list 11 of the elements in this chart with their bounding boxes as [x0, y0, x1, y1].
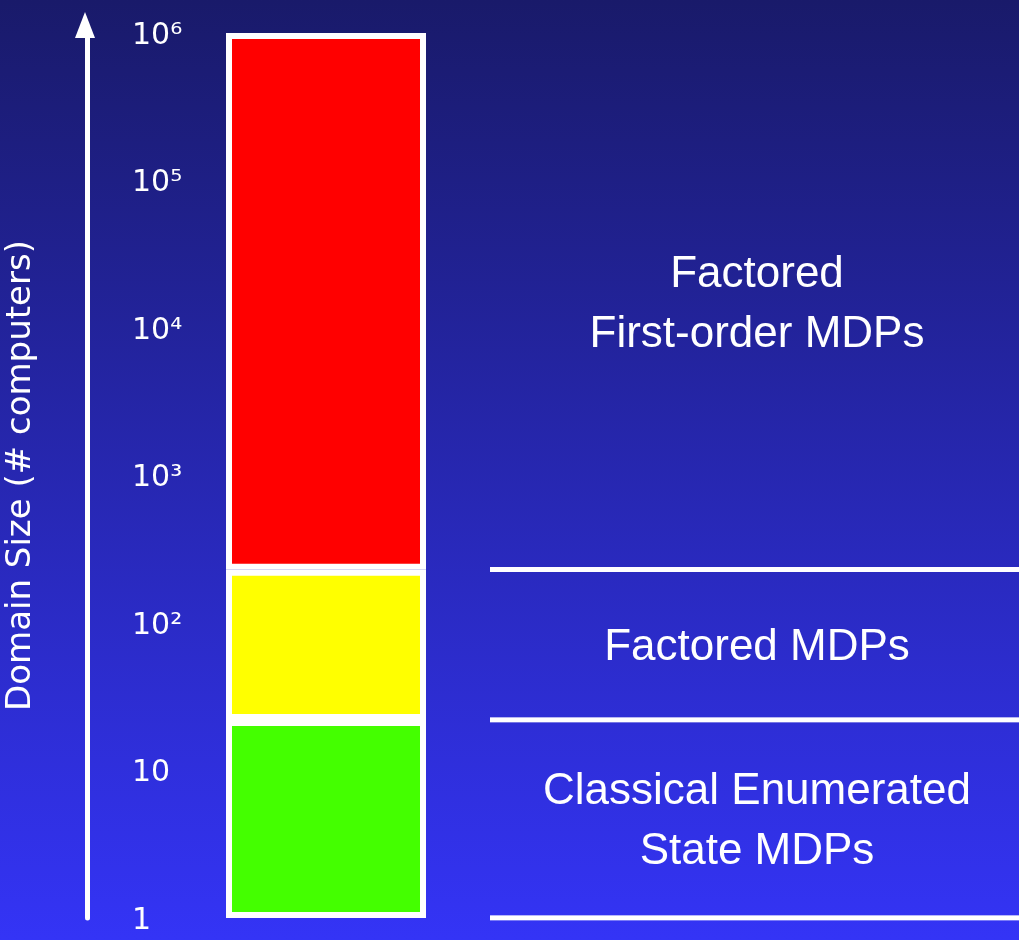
y-axis-title: Domain Size (# computers) [0, 240, 38, 711]
text: Classical Enumerated State MDPs [543, 764, 971, 874]
y-tick-label: 1 [132, 900, 152, 936]
y-tick-label: 10² [132, 605, 183, 641]
y-tick-label: 10³ [132, 458, 183, 493]
text: Factored First-order MDPs [589, 246, 925, 356]
y-tick-label: 10 [132, 753, 171, 788]
y-tick-label: 10⁶ [132, 15, 183, 51]
y-tick-label: 10⁵ [132, 163, 183, 198]
text: Factored MDPs [604, 620, 910, 670]
y-tick-label: 10⁴ [132, 310, 183, 346]
